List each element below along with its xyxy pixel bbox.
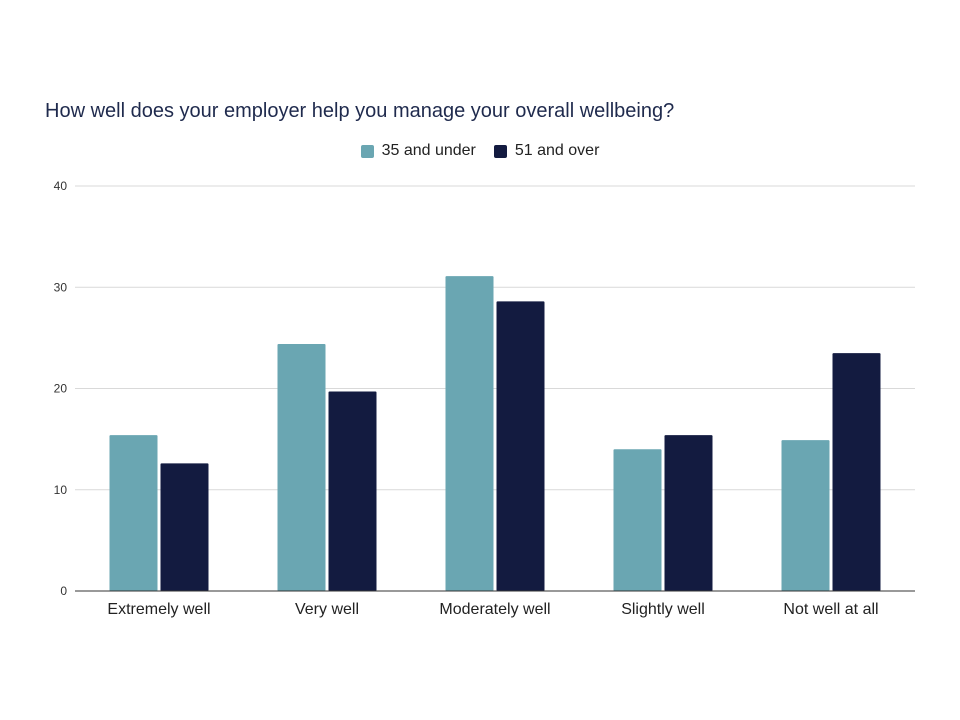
x-tick-label: Very well: [295, 601, 359, 618]
legend-label: 35 and under: [381, 142, 476, 159]
x-tick-label: Not well at all: [783, 601, 878, 618]
legend-label: 51 and over: [514, 142, 600, 159]
y-tick-label: 30: [54, 280, 68, 294]
legend-item-51-and-over: 51 and over: [493, 142, 600, 160]
y-tick-label: 20: [54, 382, 68, 396]
legend-swatch: [493, 144, 507, 158]
legend: 35 and under 51 and over: [0, 142, 960, 160]
bar-51-and-over: [328, 391, 377, 591]
bar-51-and-over: [832, 353, 881, 591]
legend-swatch: [360, 144, 374, 158]
x-tick-label: Slightly well: [621, 601, 705, 618]
bar-51-and-over: [160, 463, 209, 591]
bar-35-and-under: [781, 440, 830, 591]
y-tick-label: 40: [54, 179, 68, 193]
bar-51-and-over: [664, 435, 713, 591]
y-tick-label: 10: [54, 483, 68, 497]
x-tick-label: Extremely well: [107, 601, 210, 618]
bar-35-and-under: [109, 435, 158, 591]
bar-35-and-under: [613, 449, 662, 591]
bar-35-and-under: [277, 343, 326, 591]
legend-item-35-and-under: 35 and under: [360, 142, 476, 160]
bar-35-and-under: [445, 276, 494, 591]
bar-51-and-over: [496, 301, 545, 591]
chart-title: How well does your employer help you man…: [45, 100, 675, 122]
y-tick-label: 0: [60, 584, 67, 598]
x-tick-label: Moderately well: [439, 601, 550, 618]
